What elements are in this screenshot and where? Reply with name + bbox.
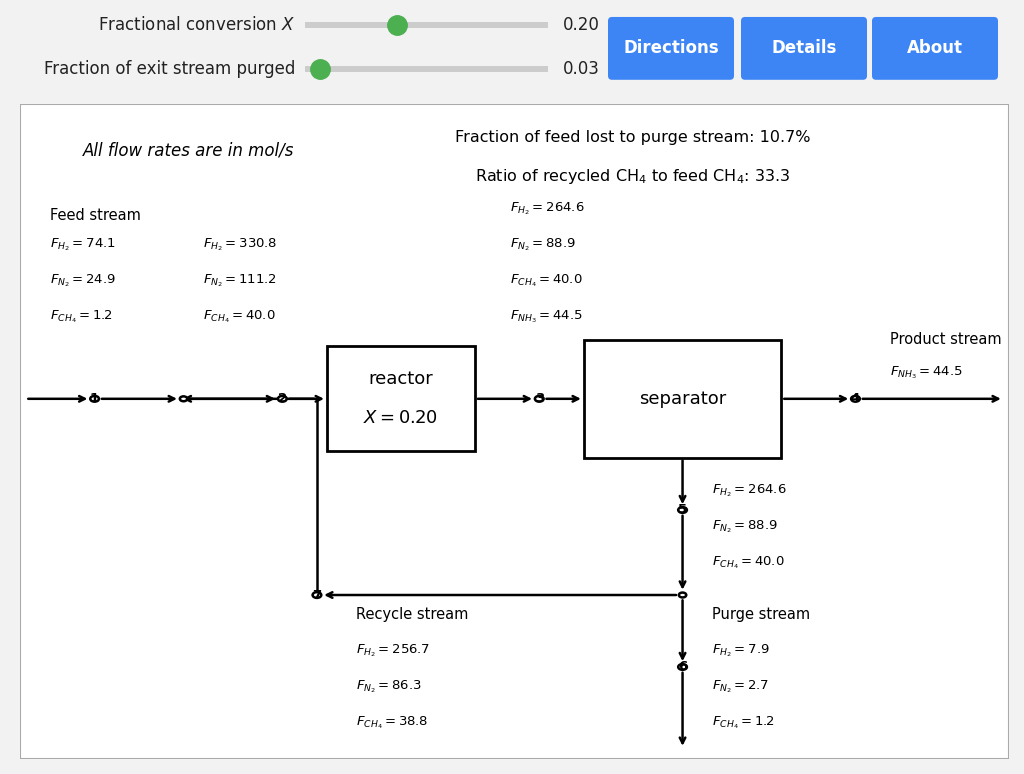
- Text: $F_{N_2} = 88.9$: $F_{N_2} = 88.9$: [510, 237, 575, 253]
- Text: Fraction of feed lost to purge stream: 10.7%: Fraction of feed lost to purge stream: 1…: [456, 130, 811, 145]
- Text: 7: 7: [312, 588, 322, 601]
- Text: Directions: Directions: [624, 39, 719, 57]
- Text: $F_{H_2} = 330.8$: $F_{H_2} = 330.8$: [204, 237, 278, 253]
- Text: reactor: reactor: [369, 370, 433, 389]
- Text: separator: separator: [639, 390, 726, 408]
- Circle shape: [90, 396, 99, 402]
- Text: 1: 1: [90, 392, 99, 406]
- Text: $F_{H_2} = 264.6$: $F_{H_2} = 264.6$: [713, 482, 786, 498]
- Circle shape: [180, 396, 187, 401]
- Text: Fraction of exit stream purged: Fraction of exit stream purged: [44, 60, 295, 78]
- Text: All flow rates are in mol/s: All flow rates are in mol/s: [83, 142, 294, 159]
- Circle shape: [312, 592, 322, 598]
- Text: Ratio of recycled $\mathrm{CH_4}$ to feed $\mathrm{CH_4}$: 33.3: Ratio of recycled $\mathrm{CH_4}$ to fee…: [475, 167, 791, 186]
- Text: 4: 4: [851, 392, 860, 406]
- Circle shape: [678, 664, 687, 670]
- Text: $F_{CH_4} = 40.0$: $F_{CH_4} = 40.0$: [510, 272, 583, 289]
- Text: $F_{CH_4} = 40.0$: $F_{CH_4} = 40.0$: [713, 554, 784, 570]
- Text: $F_{N_2} = 88.9$: $F_{N_2} = 88.9$: [713, 518, 778, 535]
- Text: $F_{H_2} = 74.1$: $F_{H_2} = 74.1$: [50, 237, 116, 253]
- Bar: [305, 22, 548, 28]
- Text: $F_{CH_4} = 1.2$: $F_{CH_4} = 1.2$: [50, 309, 114, 325]
- Text: $F_{H_2} = 264.6$: $F_{H_2} = 264.6$: [510, 200, 585, 217]
- Text: $F_{N_2} = 2.7$: $F_{N_2} = 2.7$: [713, 678, 769, 695]
- Circle shape: [278, 396, 287, 402]
- Text: About: About: [907, 39, 963, 57]
- Text: 6: 6: [678, 660, 687, 673]
- Text: $F_{H_2} = 7.9$: $F_{H_2} = 7.9$: [713, 642, 770, 659]
- Text: $F_{CH_4} = 1.2$: $F_{CH_4} = 1.2$: [713, 714, 775, 731]
- Circle shape: [851, 396, 860, 402]
- Text: $F_{CH_4} = 38.8$: $F_{CH_4} = 38.8$: [356, 714, 429, 731]
- Text: $F_{N_2} = 111.2$: $F_{N_2} = 111.2$: [204, 272, 276, 289]
- Text: $F_{NH_3} = 44.5$: $F_{NH_3} = 44.5$: [890, 365, 963, 381]
- Bar: [584, 340, 781, 457]
- Text: 5: 5: [678, 504, 687, 516]
- Text: Details: Details: [771, 39, 837, 57]
- FancyBboxPatch shape: [872, 17, 998, 80]
- Text: Fractional conversion $X$: Fractional conversion $X$: [97, 16, 295, 34]
- Text: 0.20: 0.20: [563, 16, 600, 34]
- Text: 3: 3: [535, 392, 544, 406]
- Text: $F_{CH_4} = 40.0$: $F_{CH_4} = 40.0$: [204, 309, 275, 325]
- Text: $F_{H_2} = 256.7$: $F_{H_2} = 256.7$: [356, 642, 430, 659]
- Text: $F_{N_2} = 24.9$: $F_{N_2} = 24.9$: [50, 272, 117, 289]
- Text: Recycle stream: Recycle stream: [356, 607, 469, 622]
- Text: 2: 2: [278, 392, 287, 406]
- FancyBboxPatch shape: [608, 17, 734, 80]
- Circle shape: [678, 507, 687, 513]
- Text: 0.03: 0.03: [563, 60, 600, 78]
- Text: Purge stream: Purge stream: [713, 607, 810, 622]
- Text: Product stream: Product stream: [890, 333, 1001, 348]
- Text: Feed stream: Feed stream: [50, 208, 141, 223]
- Circle shape: [679, 593, 686, 598]
- Bar: [327, 347, 475, 451]
- Bar: [305, 66, 548, 72]
- Text: $F_{NH_3} = 44.5$: $F_{NH_3} = 44.5$: [510, 309, 583, 325]
- FancyBboxPatch shape: [741, 17, 867, 80]
- Text: $F_{N_2} = 86.3$: $F_{N_2} = 86.3$: [356, 678, 423, 695]
- Circle shape: [535, 396, 544, 402]
- Text: $X = 0.20$: $X = 0.20$: [364, 409, 438, 427]
